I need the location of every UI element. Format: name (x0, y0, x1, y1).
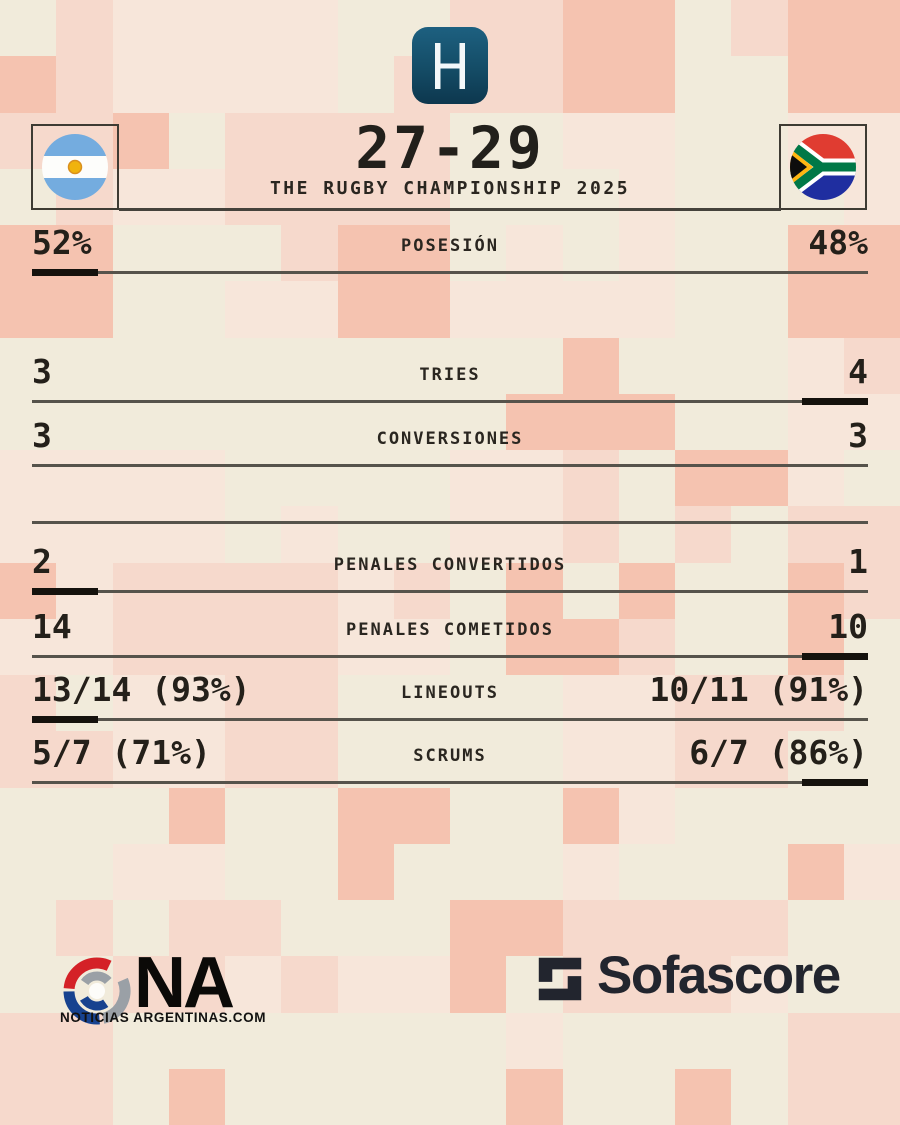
leader-highlight-bar (32, 716, 98, 723)
score-separator: - (431, 114, 469, 182)
stat-label: LINEOUTS (401, 683, 499, 703)
stat-row-empty (32, 473, 868, 531)
stat-divider (32, 521, 868, 524)
sofascore-icon (538, 957, 582, 1001)
away-value: 10/11 (91%) (649, 670, 868, 709)
home-value: 14 (32, 607, 72, 646)
stat-label: CONVERSIONES (376, 429, 524, 449)
stat-divider (32, 655, 868, 658)
leader-highlight-bar (802, 779, 868, 786)
stat-row-posesion: 52% POSESIÓN 48% (32, 223, 868, 281)
home-score: 27 (355, 114, 432, 182)
sofascore-wordmark: Sofascore (597, 946, 841, 1005)
header-divider (119, 208, 781, 211)
na-swirl-icon (63, 957, 131, 1025)
away-score: 29 (468, 114, 545, 182)
away-value: 1 (848, 542, 868, 581)
south-africa-flag-icon (790, 134, 856, 200)
stat-row-tries: 3 TRIES 4 (32, 352, 868, 410)
stat-row-lineouts: 13/14 (93%) LINEOUTS 10/11 (91%) (32, 670, 868, 728)
stat-row-scrums: 5/7 (71%) SCRUMS 6/7 (86%) (32, 733, 868, 791)
stat-label: SCRUMS (413, 746, 487, 766)
stat-label: PENALES CONVERTIDOS (333, 555, 567, 575)
leader-highlight-bar (802, 653, 868, 660)
stat-divider (32, 718, 868, 721)
stat-label: POSESIÓN (401, 236, 499, 256)
stat-divider (32, 781, 868, 784)
stat-label: TRIES (419, 365, 481, 385)
stat-divider (32, 271, 868, 274)
h-letter-icon (435, 42, 465, 89)
away-value: 6/7 (86%) (689, 733, 868, 772)
home-value: 2 (32, 542, 52, 581)
away-value: 4 (848, 352, 868, 391)
away-value: 3 (848, 416, 868, 455)
match-score: 27-29 (0, 114, 900, 182)
stat-row-conversiones: 3 CONVERSIONES 3 (32, 416, 868, 474)
argentina-flag-icon (42, 134, 108, 200)
stat-divider (32, 400, 868, 403)
home-value: 52% (32, 223, 92, 262)
home-flag-box (31, 124, 119, 210)
home-value: 5/7 (71%) (32, 733, 211, 772)
away-value: 10 (828, 607, 868, 646)
home-value: 13/14 (93%) (32, 670, 251, 709)
leader-highlight-bar (32, 269, 98, 276)
leader-highlight-bar (32, 588, 98, 595)
home-value: 3 (32, 352, 52, 391)
leader-highlight-bar (802, 398, 868, 405)
app-logo (412, 27, 488, 104)
stat-row-penales-convertidos: 2 PENALES CONVERTIDOS 1 (32, 542, 868, 600)
stat-row-penales-cometidos: 14 PENALES COMETIDOS 10 (32, 607, 868, 665)
na-subtitle: NOTICIAS ARGENTINAS.COM (60, 1010, 267, 1025)
stat-label: PENALES COMETIDOS (346, 620, 554, 640)
stat-divider (32, 590, 868, 593)
home-value: 3 (32, 416, 52, 455)
away-value: 48% (808, 223, 868, 262)
away-flag-box (779, 124, 867, 210)
stat-divider (32, 464, 868, 467)
na-wordmark: NA (134, 943, 235, 1023)
tournament-name: THE RUGBY CHAMPIONSHIP 2025 (269, 178, 631, 199)
